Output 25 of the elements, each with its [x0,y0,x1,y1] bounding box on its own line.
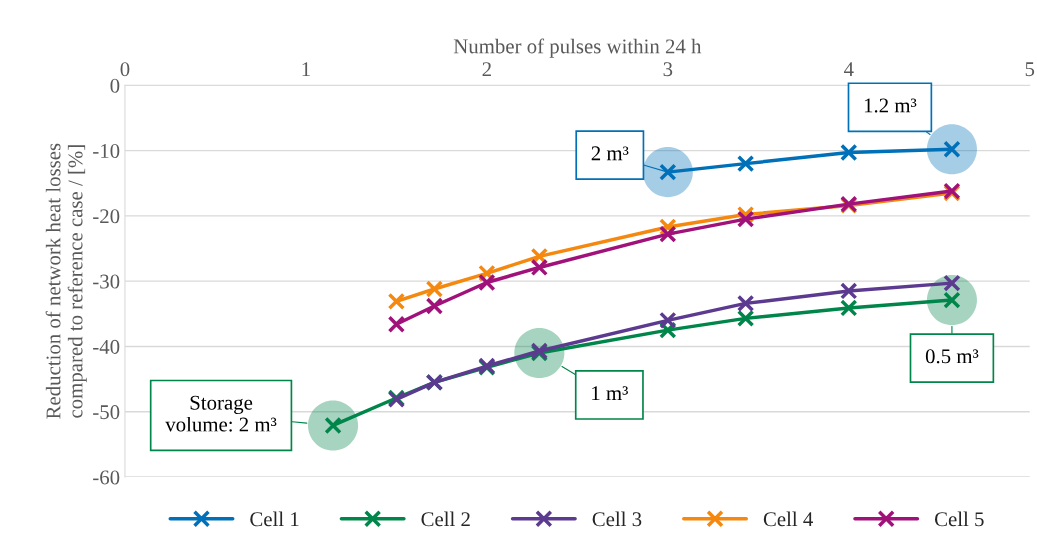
y-tick-label: -60 [93,470,120,485]
y-tick-label: -20 [93,209,120,224]
x-tick-label: 5 [1025,62,1035,77]
y-tick-label: 0 [110,78,120,93]
x-tick-label: 4 [843,62,854,76]
legend-label: Cell 5 [934,511,984,527]
x-tick-label: 1 [302,62,310,76]
y-axis-title: Reduction of network heat losses compared to reference case / [%] [45,143,87,419]
legend-label: Cell 4 [763,511,813,527]
y-tick-label: -10 [93,143,120,159]
legend-label: Cell 3 [592,511,642,527]
x-tick-label: 3 [663,62,673,77]
legend-label: Cell 1 [250,511,299,527]
x-axis-title: Number of pulses within 24 h [453,38,702,58]
annotation: 2 m³ [591,146,629,161]
legend-label: Cell 2 [421,511,470,527]
y-tick-label: -50 [93,405,120,420]
annotation: 0.5 m³ [925,349,979,364]
annotation: 1.2 m³ [864,98,917,113]
y-tick-label: -40 [93,339,120,354]
annotation: Storage volume: 2 m³ [165,395,277,432]
y-tick-label: -30 [93,274,120,289]
annotation: 1 m³ [592,386,628,400]
x-tick-label: 2 [482,62,491,76]
x-tick-label: 0 [120,62,130,77]
